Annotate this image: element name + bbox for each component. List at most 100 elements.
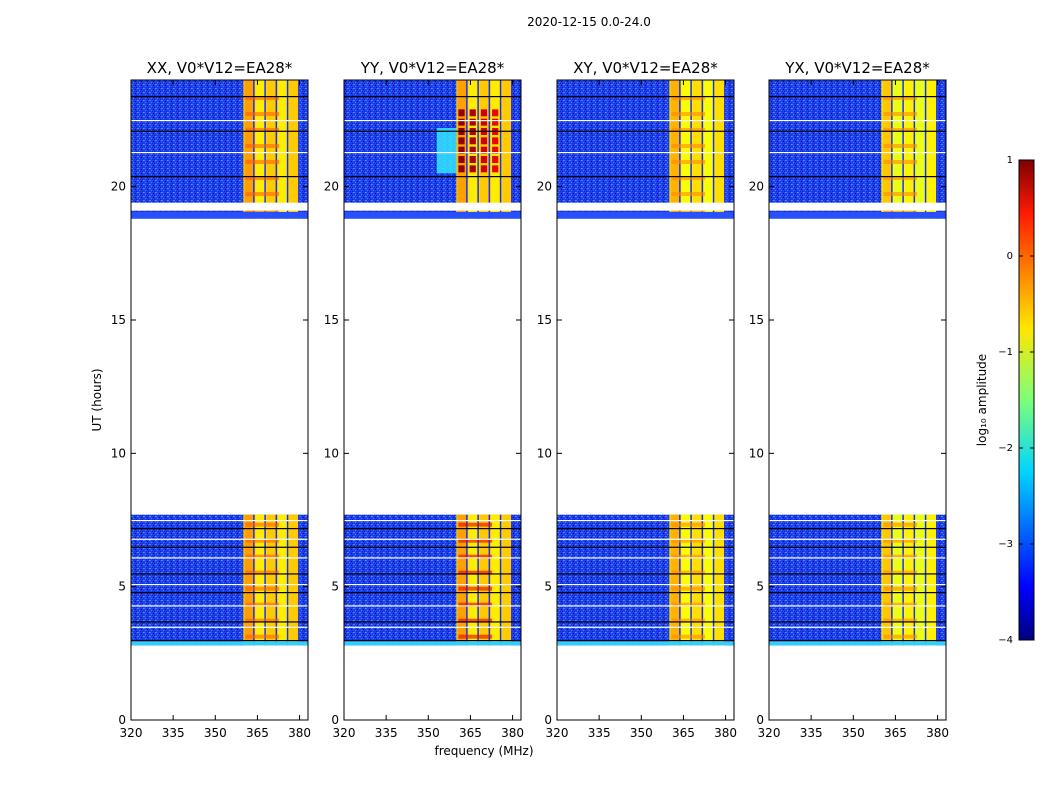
x-tick-label: 320 (333, 726, 356, 740)
flag-line (769, 130, 946, 132)
sub-band (278, 514, 288, 646)
flag-line (557, 176, 734, 178)
sub-band (266, 514, 277, 646)
band-spot (883, 586, 918, 591)
flag-line (131, 538, 308, 540)
flag-line (131, 621, 308, 623)
y-tick-label: 20 (537, 180, 552, 194)
channel-edge (466, 80, 468, 219)
flag-line (344, 640, 521, 642)
flag-line (769, 573, 946, 575)
data-block (131, 80, 308, 219)
flag-line (769, 584, 946, 586)
x-tick-label: 365 (672, 726, 695, 740)
flag-line (557, 592, 734, 594)
colorbar-tick-label: −3 (998, 539, 1013, 550)
channel-edge (936, 80, 938, 219)
sub-band (882, 80, 892, 219)
edge-strip (131, 212, 308, 219)
flag-line (344, 528, 521, 530)
band-spot (458, 634, 493, 639)
flag-line (131, 152, 308, 154)
channel-edge (275, 514, 278, 646)
sub-band (715, 80, 725, 219)
flag-line (769, 176, 946, 178)
sub-band (491, 514, 501, 646)
y-tick-label: 0 (756, 713, 764, 727)
flag-line (557, 626, 734, 628)
y-tick-label: 15 (537, 313, 552, 327)
flag-line (131, 640, 308, 642)
sub-band (289, 514, 299, 646)
channel-edge (499, 80, 502, 219)
channel-edge (253, 514, 255, 646)
flagged-gap (769, 202, 946, 211)
y-tick-label: 10 (111, 446, 126, 460)
flare-spot (480, 118, 488, 126)
flare-spot (469, 109, 476, 117)
band-spot (245, 538, 280, 543)
colorbar-tick-label: −2 (998, 443, 1013, 454)
flag-line (344, 573, 521, 575)
x-tick-label: 365 (246, 726, 269, 740)
y-tick-label: 0 (118, 713, 126, 727)
flag-line (131, 96, 308, 98)
flare-spot (480, 165, 488, 173)
flag-line (557, 520, 734, 522)
data-block (344, 514, 521, 646)
channel-edge (679, 80, 681, 219)
flag-line (557, 96, 734, 98)
panel-yy: YY, V0*V12=EA28* 320 335 350 365 380 0 5 10 15 20 (324, 59, 524, 740)
x-tick-label: 380 (714, 726, 737, 740)
band-spot (671, 586, 706, 591)
flag-line (557, 546, 734, 548)
y-tick-label: 10 (537, 446, 552, 460)
edge-strip (769, 212, 946, 219)
colorbar-tick-label: −4 (998, 635, 1013, 646)
band-spot (883, 618, 918, 623)
flag-line (344, 605, 521, 607)
band-spot (671, 176, 706, 180)
panel-title: YY, V0*V12=EA28* (360, 59, 505, 77)
flag-line (131, 176, 308, 178)
band-spot (883, 160, 918, 164)
flare-spot (458, 165, 465, 173)
channel-edge (924, 514, 927, 646)
colorbar-tick-label: 0 (1007, 251, 1013, 262)
band-spot (671, 144, 706, 148)
y-tick-label: 10 (749, 446, 764, 460)
flag-line (769, 592, 946, 594)
band-spot (458, 570, 493, 575)
flagged-gap (344, 202, 521, 211)
band-spot (245, 602, 280, 607)
data-block (557, 80, 734, 219)
channel-edge (488, 514, 491, 646)
band-spot (458, 586, 493, 591)
panel-xy: XY, V0*V12=EA28* 320 335 350 365 380 0 5 10 15 20 (537, 59, 737, 740)
data-block (769, 80, 946, 219)
sub-band (704, 80, 714, 219)
sub-band (893, 514, 903, 646)
band-spot (671, 554, 706, 559)
flag-line (769, 538, 946, 540)
flag-line (344, 176, 521, 178)
sub-band (916, 514, 926, 646)
band-spot (458, 554, 493, 559)
x-tick-label: 320 (546, 726, 569, 740)
band-spot (883, 538, 918, 543)
edge-strip (344, 641, 521, 646)
y-tick-label: 0 (331, 713, 339, 727)
y-tick-label: 15 (111, 313, 126, 327)
channel-edge (891, 80, 893, 219)
band-spot (883, 554, 918, 559)
flag-line (769, 528, 946, 530)
x-tick-label: 335 (162, 726, 185, 740)
channel-edge (724, 80, 726, 219)
flare-spot (492, 165, 499, 173)
sub-band (502, 514, 512, 646)
band-spot (671, 602, 706, 607)
flag-line (344, 120, 521, 122)
flare-spot (480, 156, 488, 163)
flag-line (131, 546, 308, 548)
band-spot (883, 144, 918, 148)
